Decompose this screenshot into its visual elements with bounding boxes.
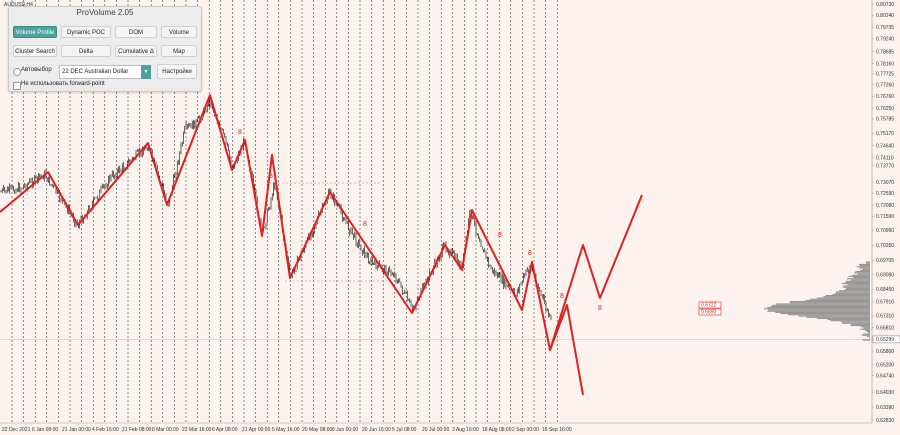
price-tick: 0.76250 [876, 106, 894, 112]
price-tick: 0.75785 [876, 117, 894, 123]
dom-button[interactable]: DOM [115, 26, 157, 38]
date-tick: 20 May 08:00 [302, 427, 333, 433]
price-tick: 0.79735 [876, 25, 894, 31]
date-tick: 22 Dec 2021 [2, 427, 31, 433]
vertical-grid-lines [11, 0, 558, 423]
date-tick: 22 Mar 16:00 [182, 427, 212, 433]
cumulative-delta-button[interactable]: Cumulative Δ [115, 45, 157, 57]
price-tick: 0.73770 [876, 164, 894, 170]
price-tick: 0.66299 [876, 337, 894, 343]
provolume-panel[interactable]: ProVolume 2.05 Volume Profile Dynamic PO… [8, 6, 202, 92]
instrument-select[interactable]: 22 DEC Australian Dollar [59, 65, 151, 79]
price-tick: 0.70350 [876, 243, 894, 249]
auto-select-radio[interactable] [13, 68, 21, 76]
price-tick: 0.80730 [876, 2, 894, 8]
date-tick: 2 Sep 00:00 [512, 427, 539, 433]
price-tick: 0.67310 [876, 314, 894, 320]
forward-point-checkbox[interactable] [13, 82, 21, 90]
date-tick: 16 Sep 16:00 [542, 427, 572, 433]
price-tick: 0.77260 [876, 82, 894, 88]
forward-point-label: Не использовать forward-point [21, 81, 105, 87]
cluster-search-button[interactable]: Cluster Search [13, 45, 57, 57]
price-tick: 0.77725 [876, 72, 894, 78]
date-tick: 5 Jul 08:00 [392, 427, 417, 433]
date-tick: 6 Jun 00:00 [332, 427, 358, 433]
date-tick: 21 Feb 08:00 [122, 427, 152, 433]
price-tick: 0.65800 [876, 349, 894, 355]
date-tick: 4 Feb 16:00 [92, 427, 119, 433]
price-tick: 0.62830 [876, 418, 894, 424]
date-tick: 6 Jan 08:00 [32, 427, 58, 433]
level-box [698, 301, 722, 309]
chevron-down-icon[interactable]: ▾ [141, 65, 151, 79]
projection-line [549, 194, 643, 351]
wave-label: 8 [238, 129, 242, 136]
auto-select-label: Автовыбор [21, 67, 52, 73]
panel-title: ProVolume 2.05 [76, 8, 134, 17]
price-tick: 0.68450 [876, 287, 894, 293]
price-tick: 0.71590 [876, 214, 894, 220]
zigzag-line [0, 94, 584, 396]
delta-button[interactable]: Delta [61, 45, 111, 57]
price-tick: 0.63390 [876, 405, 894, 411]
price-tick: 0.79240 [876, 36, 894, 42]
volume-button[interactable]: Volume [161, 26, 197, 38]
wave-label: 8 [598, 305, 602, 312]
price-tick: 0.73070 [876, 180, 894, 186]
date-tick: 8 Mar 00:00 [152, 427, 179, 433]
symbol-label: AUDUSD,H4 [4, 2, 33, 8]
date-tick: 18 Aug 08:00 [482, 427, 512, 433]
price-tick: 0.80240 [876, 13, 894, 19]
price-tick: 0.66810 [876, 325, 894, 331]
horizontal-levels [0, 182, 872, 340]
price-tick: 0.69705 [876, 258, 894, 264]
level-box-label: 0.6690 [701, 310, 717, 316]
wave-label: 8 [498, 232, 502, 239]
price-axis: 0.80730 0.80240 0.79735 0.79240 0.78685 0.781… [871, 0, 900, 424]
price-tick: 0.72080 [876, 203, 894, 209]
dynamic-poc-button[interactable]: Dynamic POC [61, 26, 111, 38]
price-tick: 0.64030 [876, 390, 894, 396]
date-tick: 3 Aug 16:00 [452, 427, 479, 433]
map-button[interactable]: Map [161, 45, 197, 57]
price-tick: 0.74640 [876, 143, 894, 149]
date-tick: 21 Jan 00:00 [62, 427, 91, 433]
price-tick: 0.75170 [876, 131, 894, 137]
date-tick: 20 Jul 00:00 [422, 427, 449, 433]
wave-label: 8 [269, 173, 273, 180]
price-tick: 0.74110 [876, 156, 894, 162]
price-tick: 0.72590 [876, 191, 894, 197]
price-tick: 0.78685 [876, 49, 894, 55]
price-tick: 0.64740 [876, 373, 894, 379]
wave-labels: 8 8 8 8 8 8 8 [238, 129, 602, 312]
price-tick: 0.65200 [876, 363, 894, 369]
wave-label: 8 [363, 221, 367, 228]
level-box-label: 0.6722 [701, 303, 717, 309]
date-tick: 5 May 16:00 [272, 427, 300, 433]
zigzag-lines [0, 94, 643, 396]
price-tick: 0.70990 [876, 228, 894, 234]
wave-label: 8 [560, 293, 564, 300]
date-tick: 21 Apr 00:00 [242, 427, 271, 433]
price-tick: 0.78160 [876, 62, 894, 68]
price-tick: 0.67910 [876, 300, 894, 306]
price-tick: 0.69080 [876, 273, 894, 279]
date-tick: 20 Jun 16:00 [362, 427, 391, 433]
date-axis: 22 Dec 2021 6 Jan 08:00 21 Jan 00:00 4 Feb … [0, 422, 872, 433]
date-tick: 6 Apr 08:00 [212, 427, 238, 433]
price-tick: 0.76760 [876, 94, 894, 100]
settings-button[interactable]: Настройки [157, 64, 197, 79]
volume-profile-button[interactable]: Volume Profile [13, 26, 57, 38]
wave-label: 8 [528, 250, 532, 257]
level-box [698, 308, 722, 316]
